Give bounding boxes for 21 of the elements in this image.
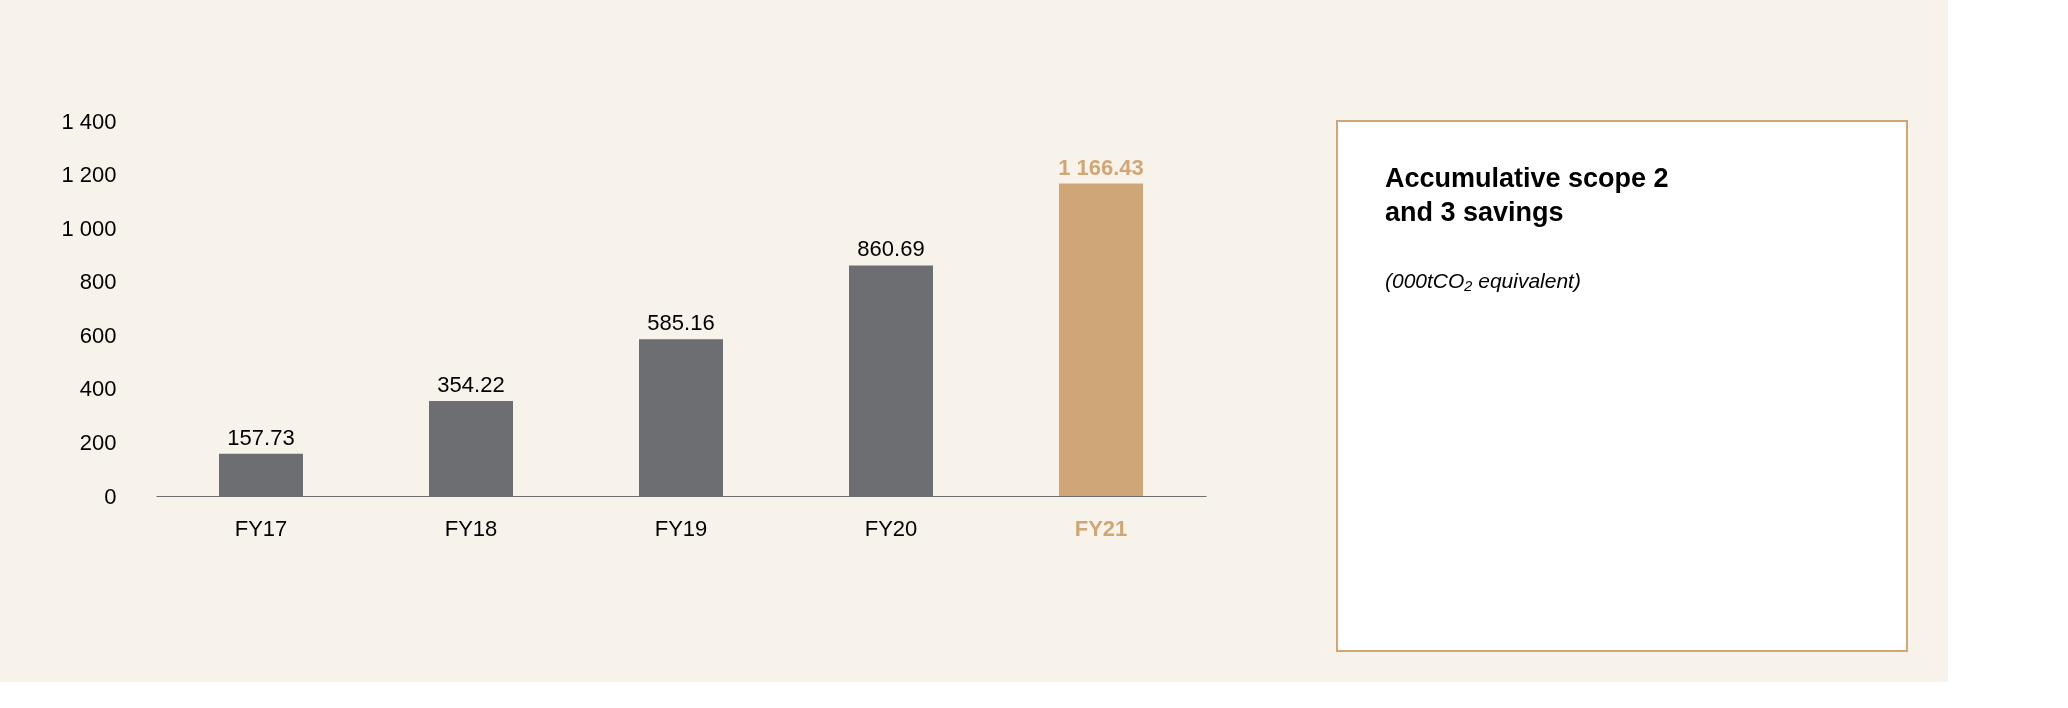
y-tick-label: 1 000 [61,215,117,241]
data-label: 157.73 [227,424,295,450]
x-tick-label: FY17 [234,515,288,541]
data-label: 1 166.43 [1058,154,1144,180]
text: Accumulative scope 2 and 3 savings [1385,163,1669,227]
data-label: 585.16 [647,310,715,336]
y-tick-label: 800 [79,269,117,295]
y-tick-label: 400 [79,376,117,402]
bar [1059,183,1143,496]
x-tick-label: FY20 [864,515,918,541]
y-tick-label: 1 400 [61,108,117,134]
y-tick-label: 200 [79,429,117,455]
x-tick-label: FY19 [654,515,708,541]
x-tick-label: FY21 [1074,515,1128,541]
y-tick-label: 600 [79,322,117,348]
data-label: 354.22 [437,372,505,398]
data-label: 860.69 [857,236,925,262]
y-tick-label: 1 200 [61,162,117,188]
y-tick-label: 0 [104,483,117,509]
text: (000tCO₂ equivalent) [1385,269,1581,292]
x-tick-label: FY18 [444,515,498,541]
